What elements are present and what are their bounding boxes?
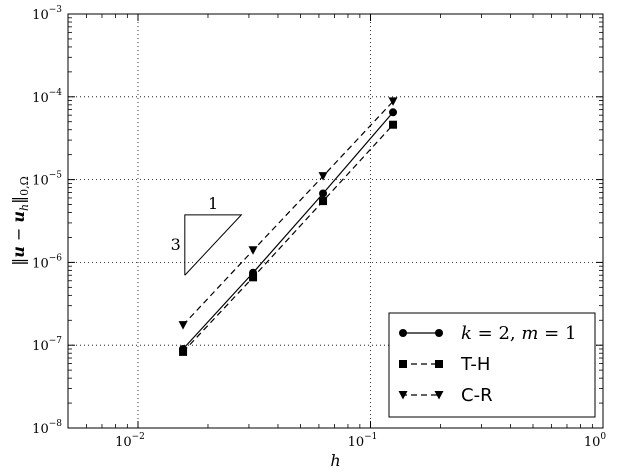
y-tick-label: 10−4 [32, 88, 62, 106]
ylabel-h-sub: h [18, 204, 31, 211]
grid-lines [68, 14, 603, 428]
tick-exponent: −3 [49, 5, 63, 15]
tick-base: 10 [32, 8, 49, 23]
legend-label: C-R [461, 385, 493, 406]
ylabel-bar: ‖ [9, 258, 28, 266]
legend-box [388, 312, 596, 418]
legend-marker [399, 360, 407, 368]
legend-marker [399, 329, 407, 337]
ylabel-u: u [9, 246, 28, 258]
legend-label-part: m [521, 323, 538, 344]
series-1 [179, 108, 398, 353]
data-point [178, 321, 188, 330]
data-point [319, 197, 328, 206]
tick-base: 10 [32, 256, 49, 271]
tick-exponent: −5 [49, 171, 63, 181]
series-line [182, 100, 394, 326]
legend-label: T-H [460, 354, 490, 375]
ylabel-norm-sub: 0,Ω [18, 176, 31, 196]
legend-marker [434, 391, 444, 400]
series-line [182, 111, 394, 350]
tick-exponent: 0 [600, 432, 606, 442]
tick-exponent: −1 [364, 432, 377, 442]
tick-exponent: −7 [49, 336, 63, 346]
x-axis-label: h [330, 451, 340, 470]
tick-base: 10 [32, 91, 49, 106]
y-tick-label: 10−6 [32, 253, 62, 271]
series-2 [179, 120, 398, 356]
y-tick-label: 10−8 [32, 419, 62, 437]
tick-base: 10 [348, 435, 365, 450]
legend-entry: T-H [399, 354, 490, 375]
axes-frame [67, 13, 604, 429]
axis-ticks [68, 13, 604, 429]
data-point [389, 108, 398, 117]
data-point [388, 97, 398, 106]
data-point [248, 246, 258, 255]
tick-exponent: −6 [49, 253, 63, 263]
tick-base: 10 [584, 435, 601, 450]
tick-base: 10 [115, 435, 132, 450]
data-point [249, 273, 258, 282]
y-axis-label: ‖u − uh‖0,Ω [9, 176, 31, 266]
legend-marker [435, 360, 443, 368]
slope-run-label: 1 [208, 194, 218, 213]
legend-marker [435, 329, 443, 337]
legend-label-part: k [461, 323, 472, 344]
ylabel-uh: u [9, 211, 28, 223]
series-layer [178, 97, 398, 356]
y-tick-label: 10−7 [32, 336, 62, 354]
tick-base: 10 [32, 339, 49, 354]
y-tick-label: 10−3 [32, 5, 62, 23]
slope-rise-label: 3 [171, 235, 181, 254]
legend-entry: C-R [398, 385, 493, 406]
data-point [389, 120, 398, 129]
ylabel-minus: − [9, 223, 28, 247]
ylabel-bar: ‖ [9, 196, 28, 204]
slope-triangle: 13 [171, 194, 243, 276]
data-point [318, 172, 328, 181]
tick-base: 10 [32, 174, 49, 189]
legend-label-part: = 1 [538, 323, 576, 344]
tick-exponent: −4 [49, 88, 63, 98]
legend: k = 2, m = 1 T-H C-R [388, 312, 596, 418]
legend-marker [398, 391, 408, 400]
x-tick-label: 10−2 [115, 432, 145, 450]
slope-triangle-shape [184, 214, 243, 276]
x-tick-label: 10−1 [348, 432, 378, 450]
x-tick-label: 100 [584, 432, 607, 450]
data-point [179, 347, 188, 356]
series-3 [178, 97, 398, 330]
legend-entry: k = 2, m = 1 [399, 323, 576, 344]
data-point [319, 189, 328, 198]
tick-exponent: −2 [132, 432, 145, 442]
legend-label-part: = 2, [472, 323, 521, 344]
tick-exponent: −8 [49, 419, 63, 429]
y-tick-label: 10−5 [32, 171, 62, 189]
series-line [182, 124, 394, 353]
legend-label: k = 2, m = 1 [461, 323, 576, 344]
tick-base: 10 [32, 422, 49, 437]
